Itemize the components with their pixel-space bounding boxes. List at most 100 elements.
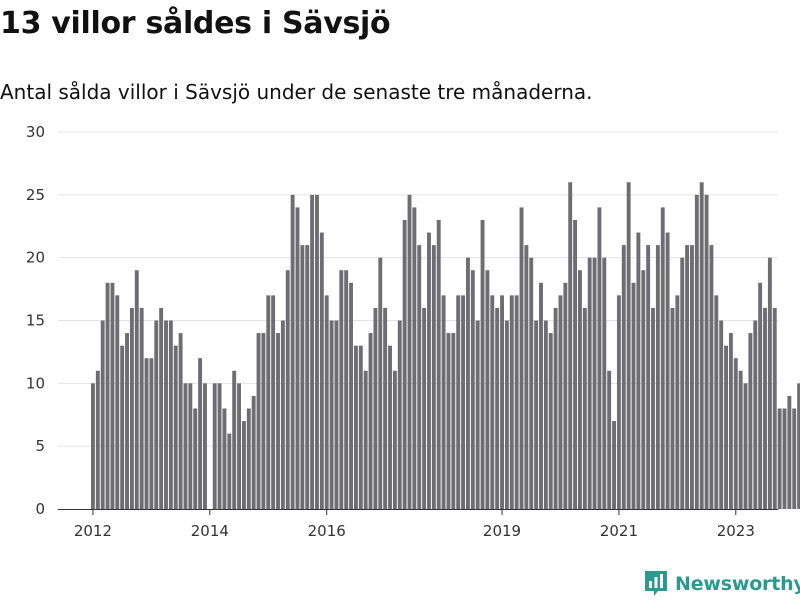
bar [602, 257, 607, 509]
x-tick-label: 2023 [717, 522, 755, 540]
bar [95, 370, 100, 509]
bar [358, 345, 363, 509]
bar [597, 207, 602, 509]
bar [164, 320, 168, 509]
bar [675, 295, 680, 509]
y-tick-label: 30 [26, 123, 45, 141]
bar [451, 333, 456, 509]
bar [241, 421, 246, 509]
bar [232, 370, 237, 509]
bar [139, 307, 144, 509]
bar [261, 333, 266, 509]
bar [212, 383, 217, 509]
bar [519, 207, 524, 509]
bar [198, 358, 203, 509]
bar [626, 182, 631, 509]
bar [680, 257, 685, 509]
bar [134, 270, 139, 509]
bar [621, 245, 626, 509]
x-tick-label: 2021 [600, 522, 638, 540]
bar [694, 194, 699, 510]
bar [563, 282, 568, 509]
bar [159, 307, 164, 509]
bar [495, 307, 500, 509]
bar [203, 383, 207, 509]
bar [193, 408, 198, 509]
bar [573, 219, 578, 509]
y-tick-label: 5 [35, 437, 45, 455]
bar [441, 295, 446, 509]
bar [753, 320, 758, 509]
bar [738, 370, 743, 509]
bar [154, 320, 159, 509]
bar [587, 257, 592, 509]
x-axis: 2012201420162019202120232025 [58, 509, 778, 540]
bar [378, 257, 383, 509]
bar [782, 408, 787, 509]
bar [300, 245, 305, 509]
bar [310, 194, 315, 510]
x-tick-label: 2016 [308, 522, 346, 540]
bar [105, 282, 110, 509]
bar-chart-logo-icon [645, 571, 667, 596]
bar [353, 345, 358, 509]
page-subtitle: Antal sålda villor i Sävsjö under de sen… [0, 80, 593, 104]
bar [582, 307, 587, 509]
bar [149, 358, 154, 509]
bar [665, 232, 670, 510]
bar [651, 307, 655, 509]
bar [699, 182, 704, 509]
bar [636, 232, 641, 510]
bar [509, 295, 514, 509]
bar [392, 370, 397, 509]
bar [178, 333, 183, 509]
bar [787, 395, 792, 509]
bar [271, 295, 276, 509]
bar [407, 194, 412, 510]
bar [446, 333, 451, 509]
bar [480, 219, 485, 509]
bar [607, 370, 612, 509]
bar [256, 333, 261, 509]
bar [422, 307, 427, 509]
bar [748, 333, 753, 509]
bar [402, 219, 407, 509]
bar [558, 295, 563, 509]
x-tick-label: 2014 [191, 522, 229, 540]
bar [363, 370, 368, 509]
bar [431, 245, 436, 509]
bar [685, 245, 690, 509]
bar [168, 320, 173, 509]
bar [285, 270, 290, 509]
bar [144, 358, 149, 509]
bar [524, 245, 529, 509]
bar [504, 320, 509, 509]
bar [397, 320, 402, 509]
bar [655, 245, 660, 509]
bar [373, 307, 378, 509]
bar [91, 383, 95, 509]
bar [246, 408, 251, 509]
bar [319, 232, 324, 510]
bar [110, 282, 115, 509]
bar [529, 257, 534, 509]
bar [227, 433, 232, 509]
bar [266, 295, 271, 509]
bar [217, 383, 222, 509]
bar [237, 383, 241, 509]
bar [792, 408, 797, 509]
bar [290, 194, 295, 510]
bar [280, 320, 285, 509]
bar [758, 282, 763, 509]
bar [709, 245, 714, 509]
bar [767, 257, 772, 509]
newsworthy-brand[interactable]: Newsworthy [643, 568, 800, 600]
bar [276, 333, 280, 509]
bar [500, 295, 504, 509]
bar [339, 270, 344, 509]
bar [368, 333, 373, 509]
brand-name: Newsworthy [675, 573, 800, 595]
bar [465, 257, 470, 509]
bar [719, 320, 724, 509]
bar [305, 245, 310, 509]
